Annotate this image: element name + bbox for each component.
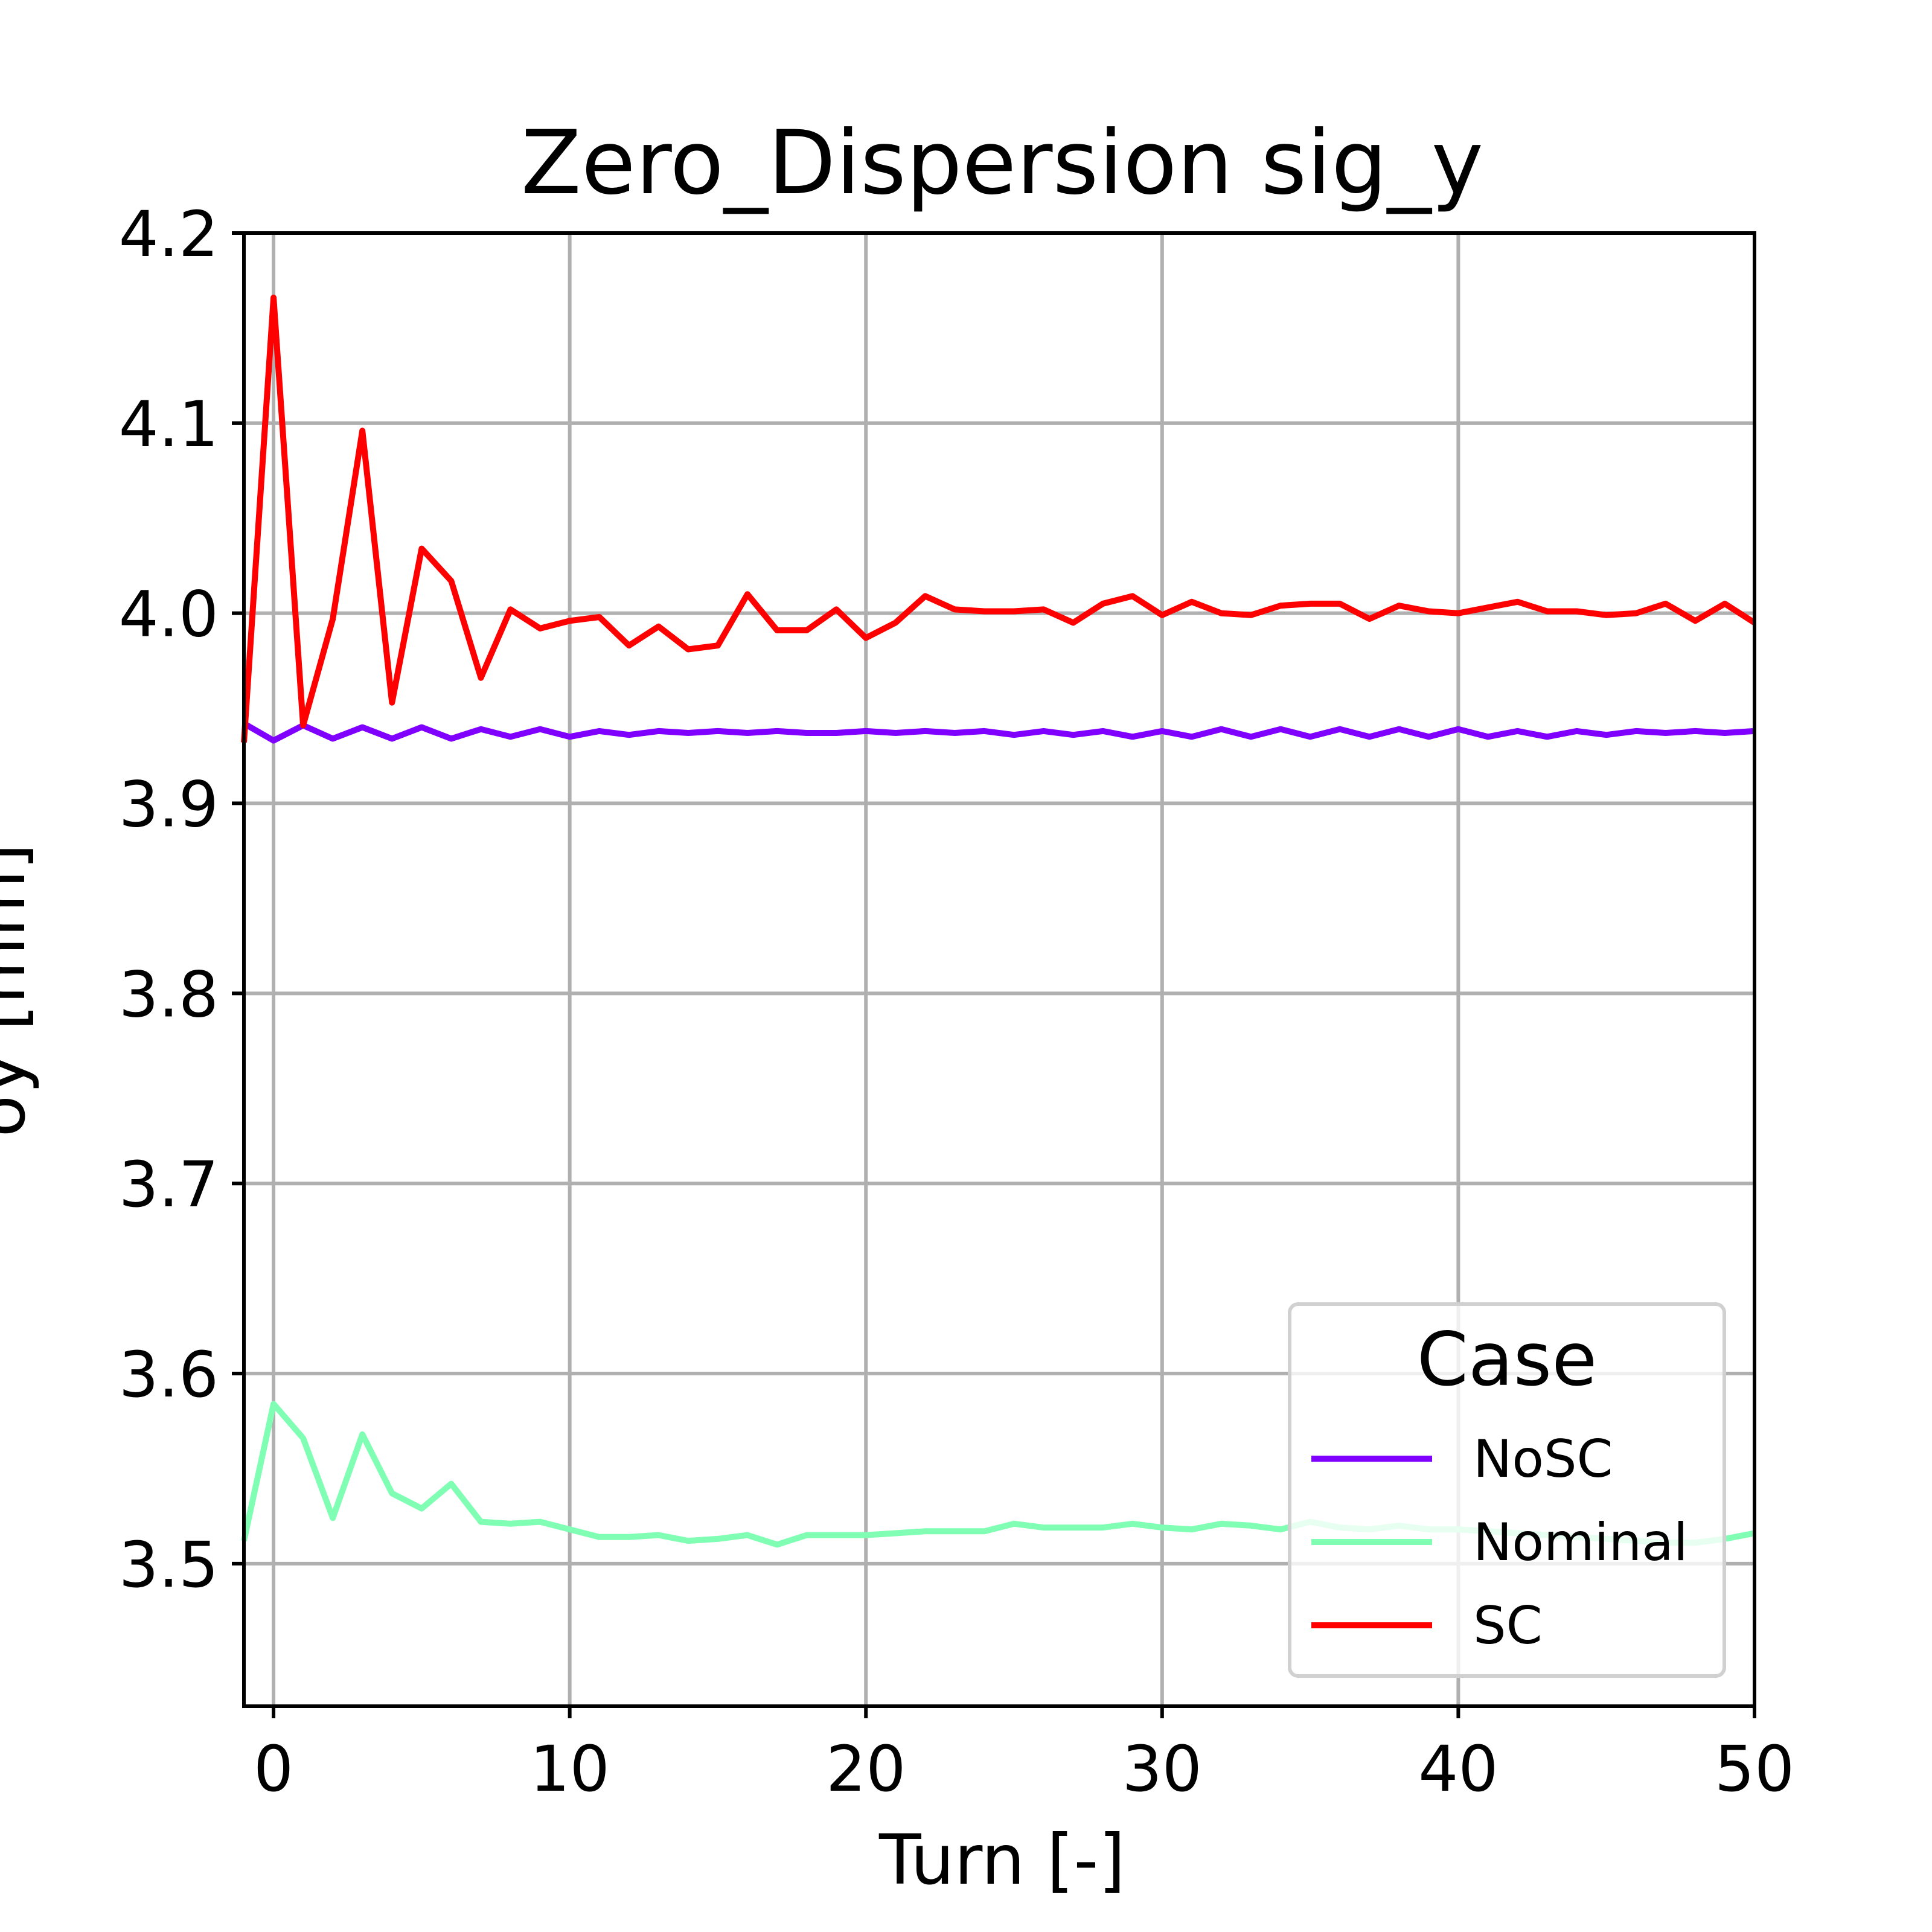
- x-tick-label: 10: [529, 1732, 609, 1806]
- x-tick-label: 30: [1122, 1732, 1202, 1806]
- legend-label-nosc: NoSC: [1473, 1429, 1613, 1489]
- x-tick-label: 50: [1715, 1732, 1794, 1806]
- y-tick-label: 3.8: [119, 958, 219, 1031]
- y-tick-label: 3.6: [119, 1338, 219, 1412]
- x-tick-label: 40: [1418, 1732, 1498, 1806]
- y-tick-label: 4.2: [119, 197, 219, 271]
- axis-ticks: 0 10 20 30 40 50 3.5 3.6 3.7 3.8 3.9 4.0 4.1 4.2: [119, 197, 1795, 1806]
- y-tick-label: 3.7: [119, 1148, 219, 1221]
- legend: Case NoSC Nominal SC: [1288, 1302, 1726, 1678]
- y-tick-label: 4.1: [119, 388, 219, 461]
- y-tick-label: 4.0: [119, 578, 219, 651]
- x-tick-label: 20: [826, 1732, 906, 1806]
- plot-frame: [242, 231, 1756, 1708]
- x-tick-label: 0: [254, 1732, 293, 1806]
- legend-label-sc: SC: [1473, 1596, 1543, 1656]
- legend-entries: NoSC Nominal SC: [1311, 1429, 1688, 1656]
- legend-box: [1288, 1302, 1726, 1678]
- series-line-sc: [241, 295, 1756, 743]
- chart-title: Zero_Dispersion sig_y: [521, 112, 1483, 214]
- legend-label-nominal: Nominal: [1473, 1512, 1688, 1573]
- legend-title: Case: [1417, 1317, 1598, 1403]
- y-axis-label: σy [mm]: [0, 843, 40, 1137]
- series-line-nosc: [242, 720, 1755, 744]
- y-tick-label: 3.9: [119, 768, 219, 842]
- x-axis-label: Turn [-]: [878, 1820, 1125, 1900]
- y-tick-label: 3.5: [119, 1528, 219, 1602]
